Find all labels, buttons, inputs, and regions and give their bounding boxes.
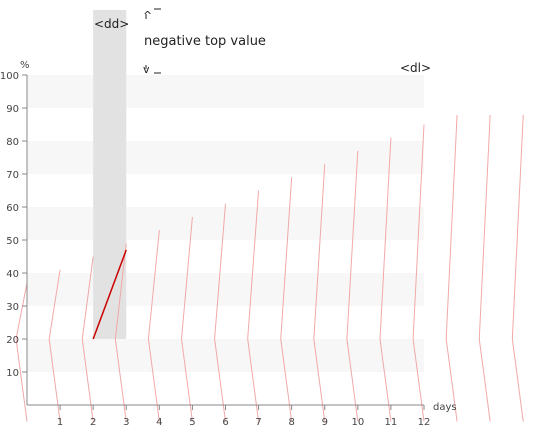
grid-band [27, 339, 424, 372]
y-tick-label: 60 [6, 203, 19, 214]
x-axis-title: days [433, 402, 457, 413]
fan-line [247, 190, 260, 422]
fan-line [346, 150, 359, 422]
fan-line [280, 177, 293, 422]
y-axis-ticks: 10 20 30 40 50 60 70 80 90 100 [0, 71, 27, 379]
y-tick-label: 100 [0, 71, 19, 82]
fan-line [412, 124, 425, 422]
y-tick-label: 90 [6, 104, 19, 115]
grid-band [27, 141, 424, 174]
fan-line [379, 137, 392, 422]
x-tick-label: 3 [123, 417, 129, 428]
grid-band [27, 273, 424, 306]
grid-band [27, 207, 424, 240]
x-tick-label: 1 [57, 417, 63, 428]
x-tick-label: 5 [189, 417, 195, 428]
dl-tag-label: <dl> [400, 61, 431, 75]
fan-line [147, 230, 160, 422]
up-arrow-icon: ^ [143, 9, 152, 22]
x-tick-label: 8 [288, 417, 294, 428]
highlight-band [93, 10, 127, 339]
x-tick-label: 4 [156, 417, 162, 428]
grid-bands [27, 75, 424, 372]
x-tick-label: 12 [418, 417, 431, 428]
fan-line [48, 269, 61, 422]
y-tick-label: 10 [6, 368, 19, 379]
grid-band [27, 75, 424, 108]
y-axis-title: % [20, 60, 30, 71]
y-tick-label: 50 [6, 236, 19, 247]
down-arrow-icon: v [143, 63, 150, 76]
y-tick-label: 20 [6, 335, 19, 346]
dd-tag-label: <dd> [94, 17, 129, 31]
fan-line [15, 282, 28, 422]
series-line [92, 249, 127, 340]
x-axis-ticks: 1 2 3 4 5 6 7 8 9 10 11 12 [57, 405, 430, 428]
fan-line [313, 164, 326, 422]
y-tick-label: 70 [6, 170, 19, 181]
y-tick-label: 30 [6, 302, 19, 313]
annotation-label: negative top value [144, 34, 266, 49]
fan-line [114, 243, 127, 422]
fan-line [81, 256, 94, 422]
y-tick-label: 40 [6, 269, 19, 280]
fan-line [445, 114, 458, 422]
fan-lines [15, 114, 524, 422]
x-tick-label: 2 [90, 417, 96, 428]
fan-line [478, 114, 491, 422]
x-tick-label: 9 [322, 417, 328, 428]
annotation-bracket: ^ v [143, 8, 161, 76]
y-tick-label: 80 [6, 137, 19, 148]
fan-line [511, 114, 524, 422]
x-tick-label: 7 [255, 417, 261, 428]
x-tick-label: 10 [351, 417, 364, 428]
series-lines [92, 249, 127, 340]
x-tick-label: 11 [385, 417, 398, 428]
fan-line [214, 203, 226, 422]
fan-line [180, 216, 193, 422]
x-tick-label: 6 [222, 417, 228, 428]
